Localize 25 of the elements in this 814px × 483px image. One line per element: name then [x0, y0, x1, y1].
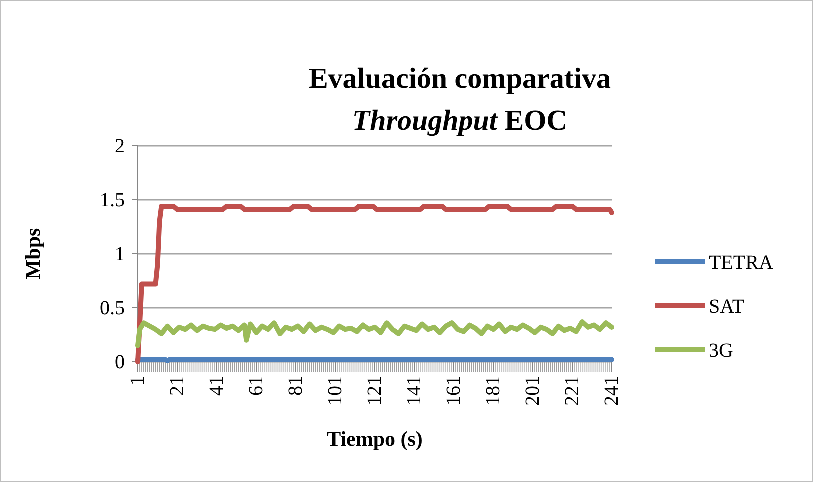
y-tick-label: 2	[115, 135, 125, 158]
y-tick-label: 0.5	[100, 297, 125, 320]
x-tick-label: 121	[364, 376, 386, 406]
x-tick-label: 61	[246, 376, 268, 396]
x-tick-label: 221	[562, 376, 584, 406]
x-tick-label: 1	[127, 376, 149, 386]
x-tick-label: 201	[522, 376, 544, 406]
y-tick-label: 0	[115, 351, 125, 374]
x-tick-label: 241	[601, 376, 623, 406]
x-tick-label: 141	[404, 376, 426, 406]
x-tick-label: 161	[443, 376, 465, 406]
y-axis-title: Mbps	[21, 228, 45, 280]
legend-label: SAT	[709, 296, 745, 318]
x-tick-label: 21	[166, 376, 188, 396]
x-tick-label: 81	[285, 376, 307, 396]
x-axis-title: Tiempo (s)	[327, 427, 423, 451]
chart-title: Evaluación comparativa	[308, 63, 612, 95]
x-tick-label: 41	[206, 376, 228, 396]
legend-label: TETRA	[709, 252, 774, 274]
x-tick-label: 101	[324, 376, 346, 406]
chart-subtitle: Throughput EOC	[352, 105, 568, 137]
y-tick-label: 1	[115, 243, 125, 266]
y-tick-label: 1.5	[100, 189, 125, 212]
x-tick-label: 181	[482, 376, 504, 406]
legend-label: 3G	[709, 340, 734, 362]
